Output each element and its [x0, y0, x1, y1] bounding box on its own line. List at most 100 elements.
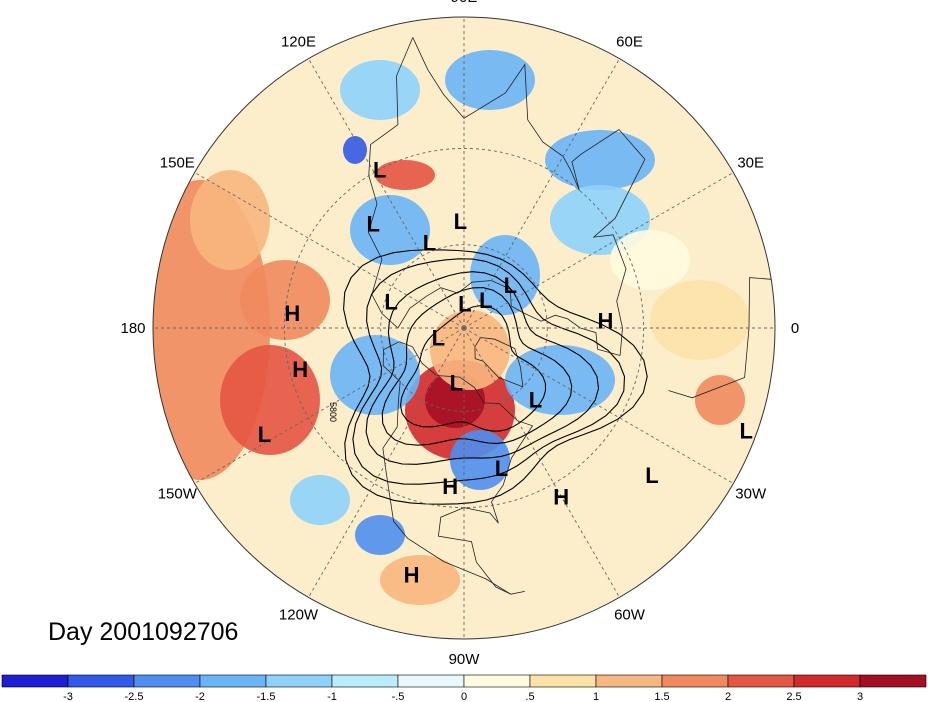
anomaly-patch [505, 345, 615, 415]
meridian-line [308, 327, 465, 598]
low-pressure-center: L [458, 292, 471, 317]
colorbar-box [1, 674, 69, 688]
meridian-line [194, 172, 465, 329]
longitude-label: 120E [281, 33, 316, 50]
low-pressure-center: L [495, 456, 508, 481]
longitude-labels: 90E 60E 30E 0 30W 60W 90W 120W 150W 180 150E 120E [120, 0, 799, 668]
colorbar-tick-label: .5 [525, 691, 534, 702]
height-contour [381, 287, 573, 446]
high-pressure-center: H [284, 301, 300, 326]
anomaly-patch [190, 170, 270, 270]
anomaly-patch [650, 280, 750, 360]
low-pressure-center: L [384, 290, 397, 315]
low-pressure-center: L [373, 158, 386, 183]
longitude-label: 180 [120, 320, 145, 337]
anomaly-patch [610, 230, 690, 290]
colorbar-tick-label: -2.5 [125, 691, 144, 702]
colorbar-tick-label: 0 [461, 691, 467, 702]
longitude-label: 60E [616, 33, 643, 50]
coastline [382, 341, 512, 595]
meridian-line [463, 327, 734, 484]
colorbar-tick-label: 2.5 [786, 691, 801, 702]
anomaly-patch [450, 430, 510, 490]
longitude-label: 120W [279, 607, 319, 624]
high-pressure-center: H [442, 474, 458, 499]
low-pressure-center: L [739, 419, 752, 444]
anomaly-patch [350, 195, 430, 265]
coastline [668, 277, 772, 399]
colorbar-tick-label: -1.5 [257, 691, 276, 702]
high-pressure-center: H [292, 357, 308, 382]
longitude-label: 30W [735, 486, 767, 503]
longitude-label: 0 [791, 320, 799, 337]
anomaly-patch [330, 335, 420, 415]
colorbar-box [793, 674, 861, 688]
map-disk [153, 17, 775, 639]
anomaly-patch [343, 136, 367, 164]
map-border [152, 16, 776, 640]
low-pressure-center: L [479, 288, 492, 313]
colorbar-tick-label: 1 [593, 691, 599, 702]
longitude-label: 90E [451, 0, 478, 6]
meridian-line [463, 58, 620, 329]
anomaly-patch [430, 310, 510, 390]
colorbar-tick-label: 2 [725, 691, 731, 702]
map-title: Day 2001092706 [48, 618, 239, 646]
colorbar-box [661, 674, 729, 688]
anomaly-patch [290, 475, 350, 525]
meridian-line [308, 58, 465, 329]
colorbar-box [529, 674, 597, 688]
anomaly-patch [445, 50, 535, 110]
anomaly-patch [355, 515, 405, 555]
longitude-label: 150W [158, 486, 198, 503]
low-pressure-center: L [432, 325, 445, 350]
low-pressure-center: L [258, 422, 271, 447]
meridian-line [463, 172, 734, 329]
anomaly-patch [240, 260, 330, 340]
colorbar-box [727, 674, 795, 688]
latitude-circle [283, 147, 645, 509]
longitude-label: 30E [737, 155, 764, 172]
colorbar-box [133, 674, 201, 688]
low-pressure-center: L [504, 273, 517, 298]
low-pressure-center: L [645, 463, 658, 488]
longitude-label: 150E [160, 155, 195, 172]
coastline [367, 37, 621, 356]
colorbar-tick-label: -.5 [392, 691, 405, 702]
coastline [412, 37, 646, 356]
height-contour [399, 305, 547, 432]
colorbar-box [265, 674, 333, 688]
graticule [153, 17, 775, 639]
anomaly-patch [380, 555, 460, 605]
colorbar-box [859, 674, 927, 688]
anomaly-patch [220, 345, 320, 455]
colorbar-box [397, 674, 465, 688]
colorbar-box [595, 674, 663, 688]
colorbar-tick-label: 3 [857, 691, 863, 702]
low-pressure-center: L [450, 370, 463, 395]
low-pressure-center: L [423, 231, 436, 256]
low-pressure-center: L [454, 209, 467, 234]
colorbar-tick-label: -3 [63, 691, 73, 702]
high-pressure-center: H [598, 309, 614, 334]
colorbar-tick-label: -1 [327, 691, 337, 702]
colorbar-tick-label: 1.5 [654, 691, 669, 702]
height-contour [343, 249, 648, 505]
meridian-line [194, 327, 465, 484]
low-pressure-center: L [366, 212, 379, 237]
coastline [474, 337, 524, 388]
anomaly-patch [375, 160, 435, 190]
colorbar-box [67, 674, 135, 688]
low-pressure-center: L [529, 388, 542, 413]
colorbar: -3 -2.5 -2 -1.5 -1 -.5 0 .5 1 1.5 2 2.5 3 [1, 674, 927, 702]
colorbar-box [463, 674, 531, 688]
contour-label: 5800 [328, 402, 338, 422]
anomaly-patch [340, 60, 420, 120]
high-pressure-center: H [553, 484, 569, 509]
colorbar-tick-label: -2 [195, 691, 205, 702]
longitude-label: 60W [614, 607, 646, 624]
high-pressure-center: H [404, 562, 420, 587]
anomaly-patch [695, 375, 745, 425]
